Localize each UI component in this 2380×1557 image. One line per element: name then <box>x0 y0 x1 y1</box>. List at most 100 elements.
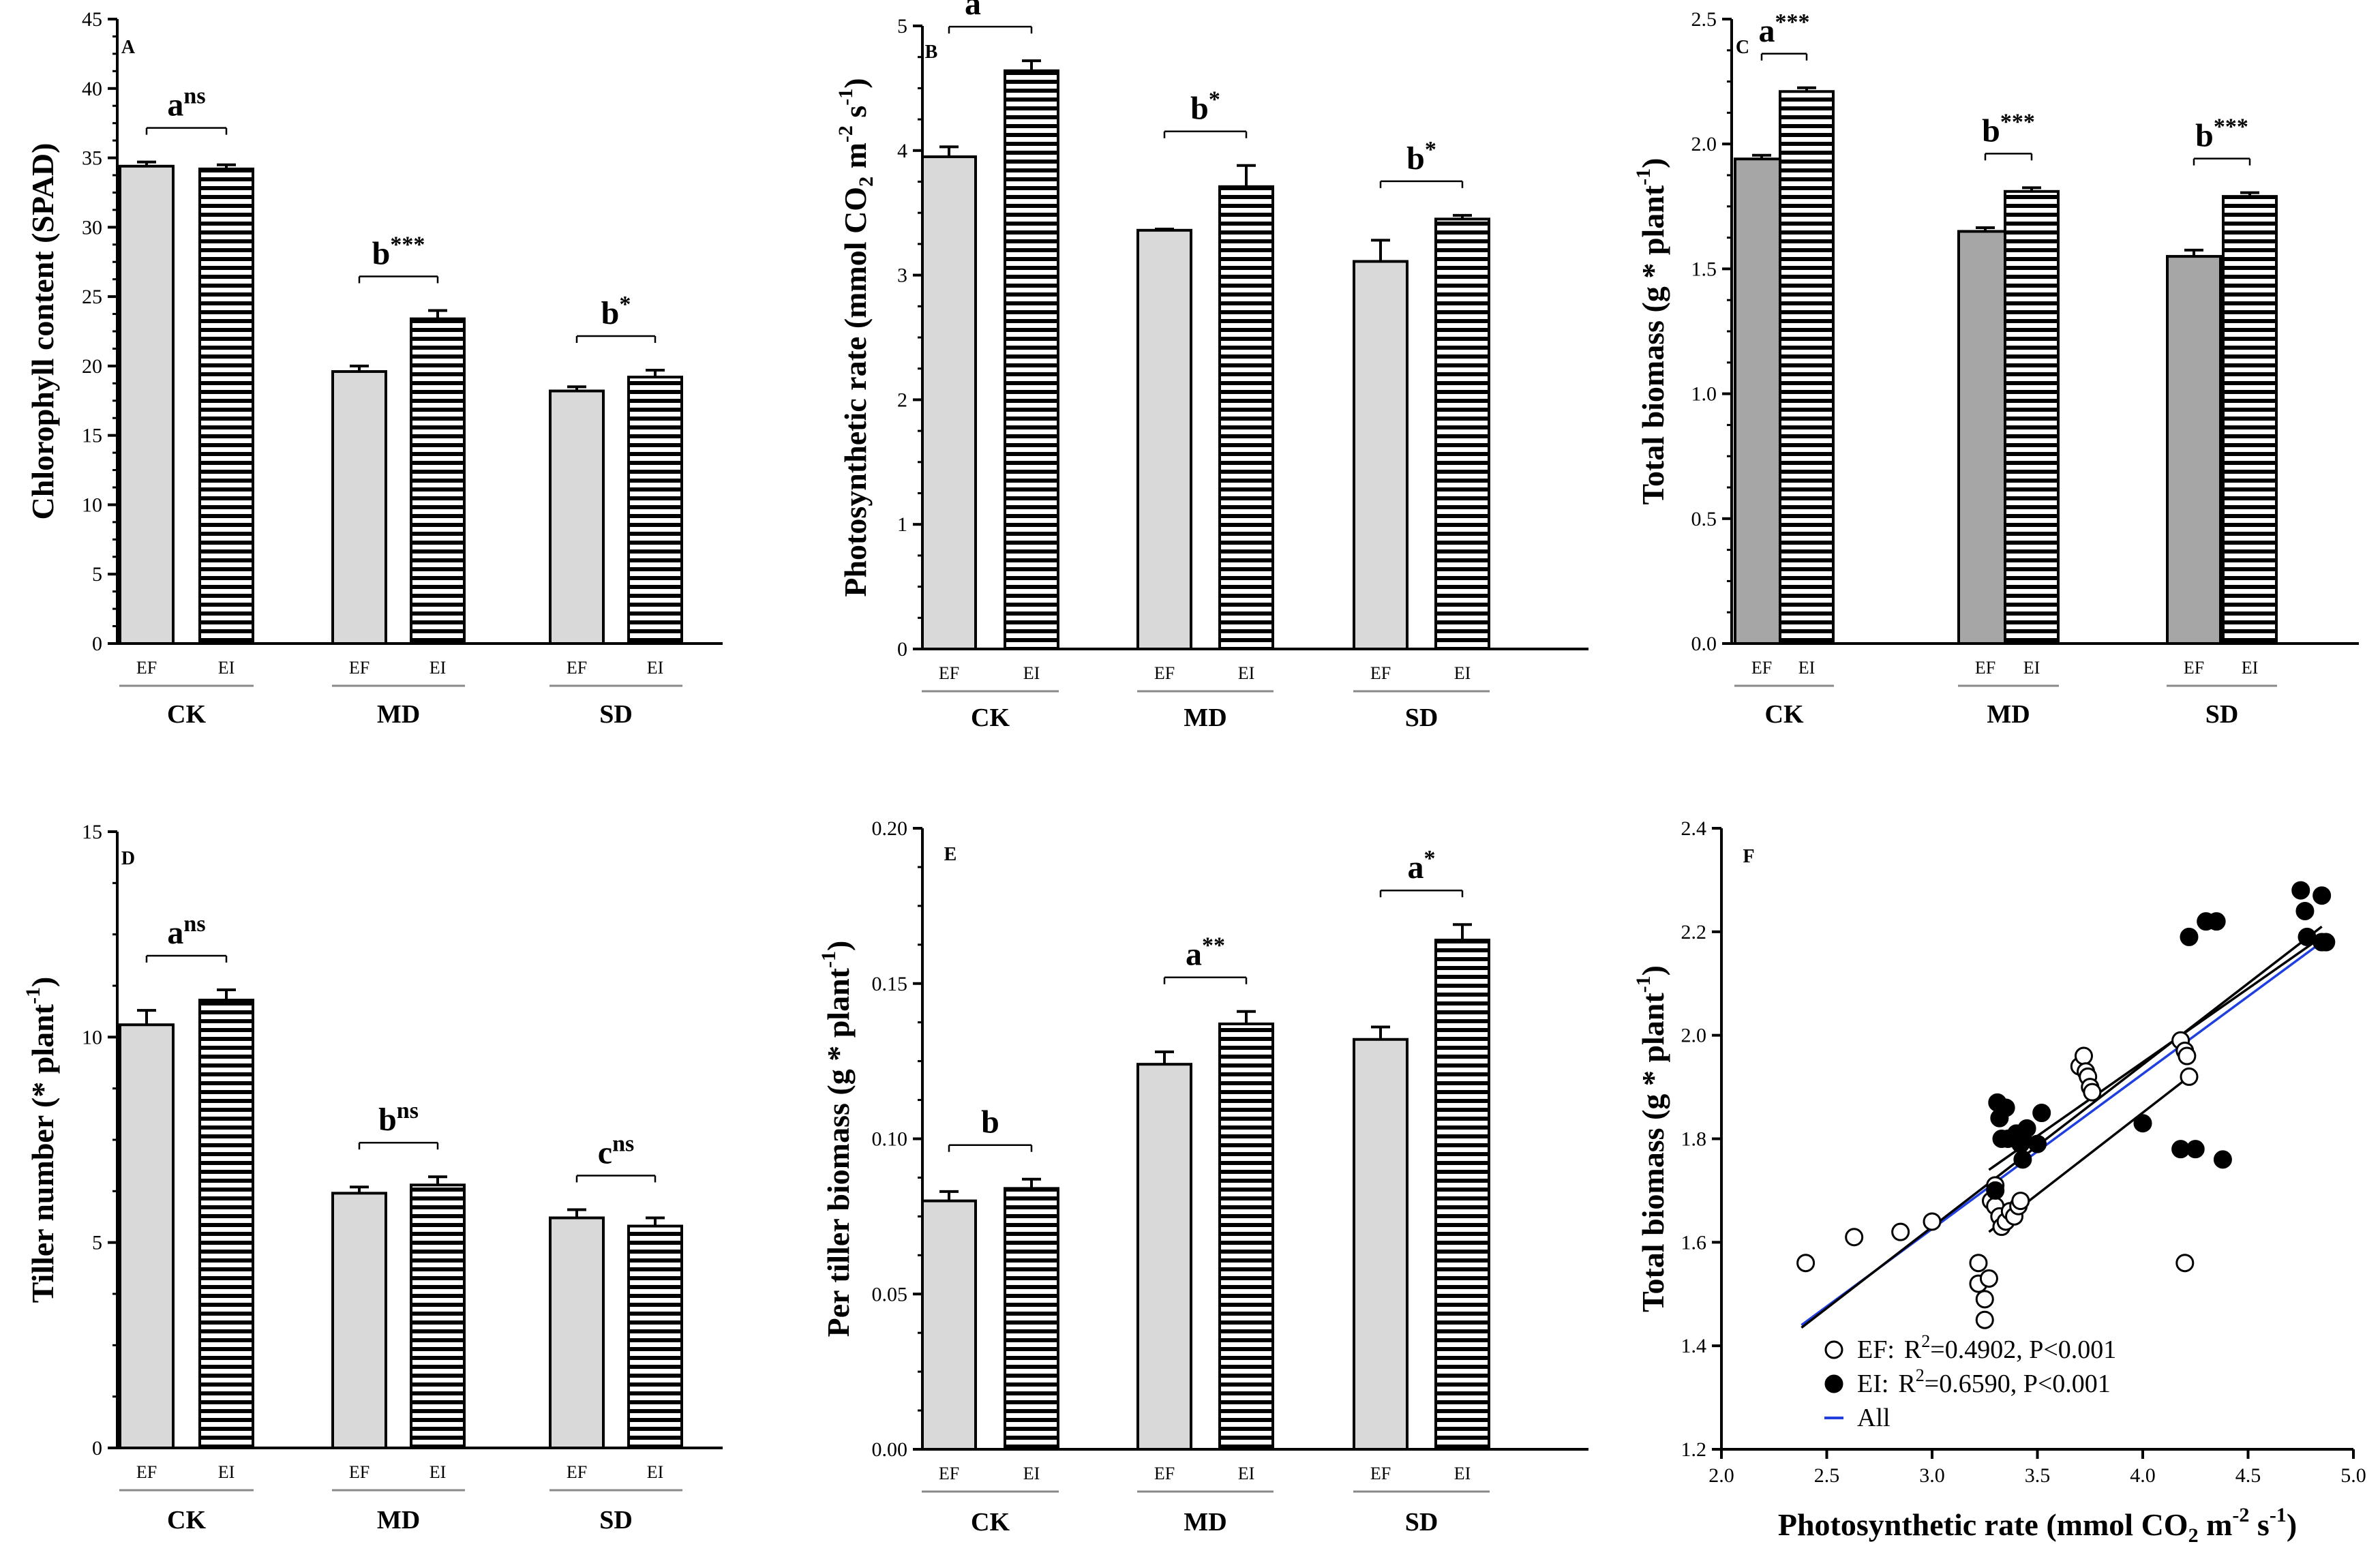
y-tick-label: 15 <box>82 821 102 843</box>
sig-label: b <box>981 1104 999 1140</box>
point-ei <box>2313 886 2332 905</box>
label-part: 2 <box>2188 1524 2199 1547</box>
y-tick-label: 0.05 <box>872 1283 908 1305</box>
sig-label: bns <box>378 1098 419 1138</box>
bar-ei-ck <box>1004 69 1059 651</box>
sig-stars: * <box>1425 137 1436 162</box>
bar-label: EI <box>218 658 235 678</box>
group-label-md: MD <box>1184 704 1226 732</box>
point-ei <box>2186 1140 2205 1159</box>
point-ei <box>2013 1150 2032 1169</box>
y-tick-label: 10 <box>82 1026 102 1048</box>
y-tick-label: 2.5 <box>1691 8 1717 31</box>
point-ei <box>2013 1130 2032 1148</box>
bar-ef-ck <box>119 164 175 646</box>
y-tick-label: 5 <box>92 1232 102 1254</box>
point-ef <box>1923 1212 1942 1231</box>
bar-ei-sd <box>2222 195 2278 646</box>
label-part: 2 <box>855 177 877 187</box>
x-tick-label: 3.0 <box>1919 1464 1945 1487</box>
group-label-sd: SD <box>2205 700 2239 729</box>
sig-label: b*** <box>1982 109 2035 149</box>
sig-label: ans <box>167 911 205 951</box>
y-tick-label: 0.5 <box>1691 508 1717 530</box>
label-part: -1 <box>817 951 840 968</box>
bar-ei-md <box>1218 185 1274 650</box>
sig-letter: a <box>167 915 183 951</box>
y-tick-label: 10 <box>82 494 102 516</box>
y-tick-label: 25 <box>82 286 102 308</box>
group-label-ck: CK <box>167 700 206 729</box>
bar-ef-ck <box>119 1023 175 1449</box>
y-tick-label: 1.5 <box>1691 258 1717 280</box>
bar-ei-sd <box>627 376 683 645</box>
panel-E: 0.00 0.05 0.10 0.15 0.20 E Per tiller biomass … <box>817 817 1588 1537</box>
bar-label: EI <box>1238 663 1255 683</box>
bar-label: EF <box>349 1462 370 1482</box>
bar-ei-ck <box>198 999 254 1450</box>
y-tick-label: 0.00 <box>872 1438 908 1461</box>
label-part: Photosynthetic rate (mmol CO <box>1778 1507 2188 1542</box>
point-ef <box>2074 1046 2093 1065</box>
bar-label: EI <box>1023 663 1040 683</box>
legend-stat-rest: =0.6590, P<0.001 <box>1925 1370 2111 1398</box>
point-ef <box>1979 1269 1998 1288</box>
bar-label: EF <box>939 1464 959 1483</box>
label-part: Photosynthetic rate (mmol CO <box>838 187 873 597</box>
panel-letter: B <box>925 42 938 63</box>
point-ef <box>1975 1290 1994 1309</box>
bar-label: EI <box>647 658 664 678</box>
group-label-md: MD <box>377 700 420 729</box>
y-tick-label: 3 <box>897 264 907 287</box>
sig-stars: ** <box>1202 933 1225 958</box>
y-tick-label: 1 <box>897 513 907 536</box>
label-part: -1 <box>1632 976 1655 993</box>
y-tick-label: 2.0 <box>1681 1025 1707 1047</box>
sig-stars: *** <box>390 232 425 257</box>
label-part: -1 <box>834 89 857 106</box>
sig-label: a** <box>1186 933 1225 973</box>
bar-label: EF <box>349 658 370 678</box>
sig-letter: a <box>965 0 981 22</box>
sig-stars: ns <box>183 911 205 937</box>
sig-stars: * <box>619 292 631 317</box>
group-label-sd: SD <box>1405 1508 1438 1537</box>
point-ef <box>2178 1046 2197 1065</box>
sig-stars: *** <box>2214 115 2248 140</box>
point-ei <box>1986 1181 2005 1200</box>
bar-ei-ck <box>198 167 254 645</box>
y-axis-label: Photosynthetic rate (mmol CO2 m-2 s-1) <box>834 78 877 596</box>
y-tick-label: 1.4 <box>1681 1335 1707 1357</box>
bar-ef-sd <box>549 1216 605 1450</box>
bar-label: EF <box>567 658 587 678</box>
y-tick-label: 0.10 <box>872 1128 908 1151</box>
panel-letter: C <box>1736 37 1749 58</box>
legend-stat-sup: 2 <box>1921 1331 1930 1351</box>
label-part: s <box>2249 1507 2269 1542</box>
bar-ef-md <box>1136 1063 1192 1451</box>
group-label-md: MD <box>377 1506 420 1535</box>
point-ei <box>2291 881 2310 900</box>
legend-entry: EI: R2=0.6590, P<0.001 <box>1857 1365 2111 1398</box>
bar-ei-md <box>410 317 466 645</box>
legend-label: EI: <box>1857 1370 1888 1398</box>
legend-marker-ei <box>1824 1374 1843 1393</box>
y-tick-label: 20 <box>82 355 102 378</box>
x-tick-label: 4.5 <box>2235 1464 2261 1487</box>
sig-letter: a <box>167 87 183 123</box>
bar-label: EF <box>1975 658 1995 678</box>
y-axis-label: Total biomass (g * plant-1) <box>1632 965 1670 1312</box>
group-label-ck: CK <box>971 1508 1010 1537</box>
sig-stars: ns <box>183 84 205 109</box>
panel-letter: A <box>121 37 136 58</box>
sig-letter: b <box>981 1104 999 1140</box>
bar-ei-sd <box>1434 217 1490 650</box>
y-tick-label: 1.0 <box>1691 383 1717 406</box>
label-part: ) <box>838 78 873 88</box>
bar-label: EF <box>1154 663 1175 683</box>
sig-stars: *** <box>981 0 1016 7</box>
bar-label: EI <box>1454 1464 1471 1483</box>
y-axis-label: Total biomass (g * plant-1) <box>1632 158 1670 505</box>
bar-label: EF <box>1370 663 1391 683</box>
